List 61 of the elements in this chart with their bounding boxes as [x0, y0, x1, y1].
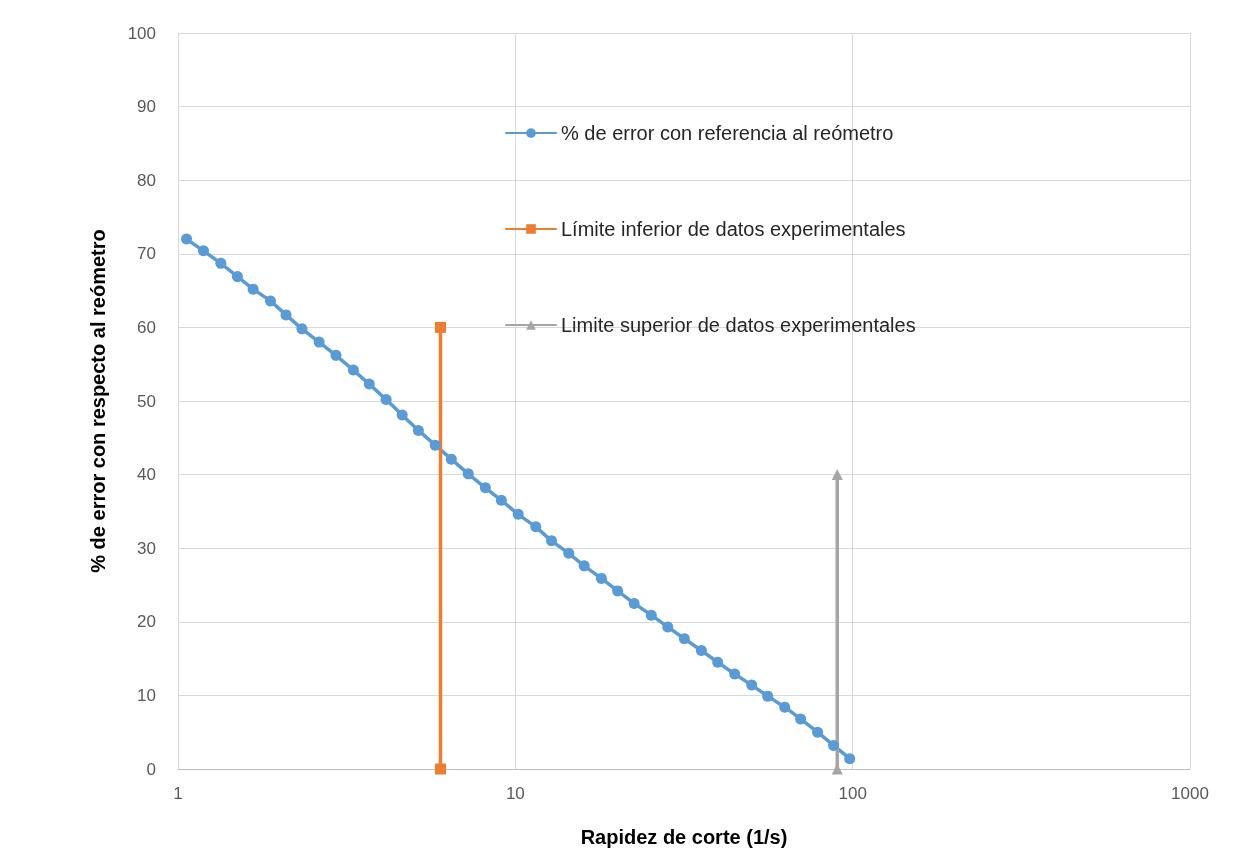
point [746, 679, 758, 691]
y-tick-label: 40 [137, 465, 156, 485]
point [729, 668, 741, 680]
x-axis-title: Rapidez de corte (1/s) [580, 826, 788, 848]
y-tick-label: 100 [127, 23, 156, 43]
point [779, 701, 791, 713]
point [445, 453, 457, 465]
point [495, 494, 507, 506]
point [578, 560, 590, 572]
point [595, 572, 607, 584]
point [412, 424, 424, 436]
point [181, 233, 193, 245]
point [844, 753, 856, 765]
x-tick-label: 100 [838, 784, 867, 803]
point [828, 739, 840, 751]
point [462, 468, 474, 480]
point [215, 257, 227, 269]
point [645, 609, 657, 621]
y-tick-label: 30 [137, 538, 156, 558]
point [198, 245, 209, 257]
point [479, 482, 491, 494]
point [662, 621, 674, 633]
point [264, 295, 276, 307]
x-tick-label: 10 [505, 784, 525, 803]
point [296, 323, 308, 335]
point [330, 349, 342, 361]
point [280, 309, 292, 321]
y-tick-label: 20 [137, 612, 156, 632]
point [512, 508, 524, 520]
y-axis-title: % de error con respecto al reómetro [87, 229, 109, 573]
point [363, 378, 375, 390]
point [762, 690, 774, 702]
point [795, 713, 807, 725]
y-tick-label: 0 [146, 759, 156, 779]
x-tick-label: 1 [173, 784, 183, 803]
point [347, 364, 359, 376]
point [695, 645, 707, 656]
point [812, 726, 824, 738]
point [530, 521, 542, 533]
legend-label: Límite inferior de datos experimentales [561, 218, 906, 240]
point [231, 271, 243, 283]
point [546, 535, 557, 547]
point [380, 394, 392, 406]
y-tick-label: 90 [137, 97, 156, 117]
y-tick-label: 80 [137, 170, 156, 190]
legend-label: Limite superior de datos experimentales [561, 314, 916, 336]
point [628, 597, 640, 609]
point [429, 439, 441, 451]
legend-label: % de error con referencia al reómetro [561, 122, 894, 144]
y-tick-label: 60 [137, 317, 156, 337]
y-tick-label: 50 [137, 391, 156, 411]
point [612, 585, 624, 597]
point [313, 336, 325, 348]
x-tick-label: 1000 [1171, 784, 1209, 803]
y-tick-label: 70 [137, 244, 156, 264]
point [712, 656, 724, 668]
point [563, 547, 575, 559]
y-tick-label: 10 [137, 685, 156, 705]
point [396, 409, 408, 421]
point [247, 283, 259, 295]
point [678, 633, 690, 645]
